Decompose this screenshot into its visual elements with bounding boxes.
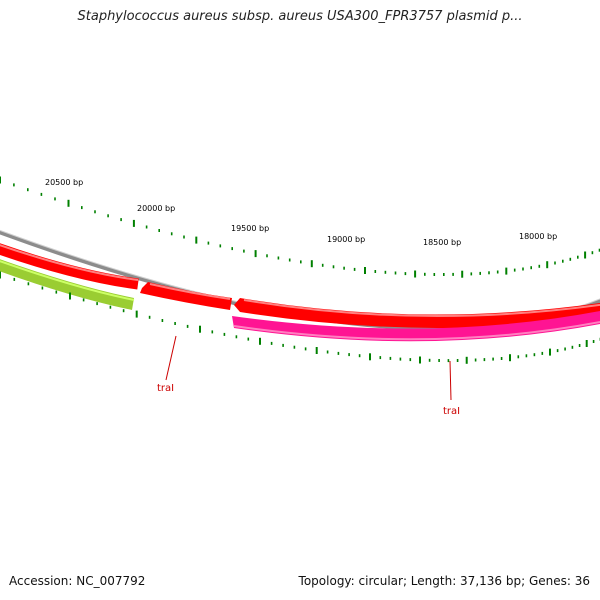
gene-reverse-trai-shine (233, 320, 600, 341)
gene-label-trai-forward[interactable]: traI (157, 383, 174, 394)
map-title: Staphylococcus aureus subsp. aureus USA3… (77, 9, 523, 24)
ruler-label-19000: 19000 bp (327, 235, 365, 244)
ruler-label-20000: 20000 bp (137, 204, 175, 213)
gene-label-line-trai-reverse (449, 360, 452, 401)
outer-tick-ruler (0, 176, 600, 278)
inner-tick-ruler (0, 271, 600, 364)
gene-reverse-yellowgreen-shine (0, 260, 135, 301)
gene-forward-middle-shine (149, 283, 231, 300)
gene-reverse-trai[interactable] (232, 307, 600, 342)
gene-forward-trai[interactable] (234, 298, 600, 329)
gene-forward-middle[interactable] (140, 282, 232, 310)
gene-forward-left[interactable] (0, 242, 139, 290)
ruler-label-18000: 18000 bp (519, 232, 557, 241)
accession-label: Accession: NC_007792 (9, 574, 146, 588)
ruler-label-18500: 18500 bp (423, 238, 461, 247)
gene-forward-trai-shine (243, 299, 600, 317)
gene-forward-left-shine (0, 244, 139, 281)
ruler-label-20500: 20500 bp (45, 178, 83, 187)
gene-label-line-trai-forward (165, 335, 177, 381)
gene-label-trai-reverse[interactable]: traI (443, 406, 460, 417)
topology-stats: Topology: circular; Length: 37,136 bp; G… (298, 574, 590, 588)
ruler-label-19500: 19500 bp (231, 224, 269, 233)
